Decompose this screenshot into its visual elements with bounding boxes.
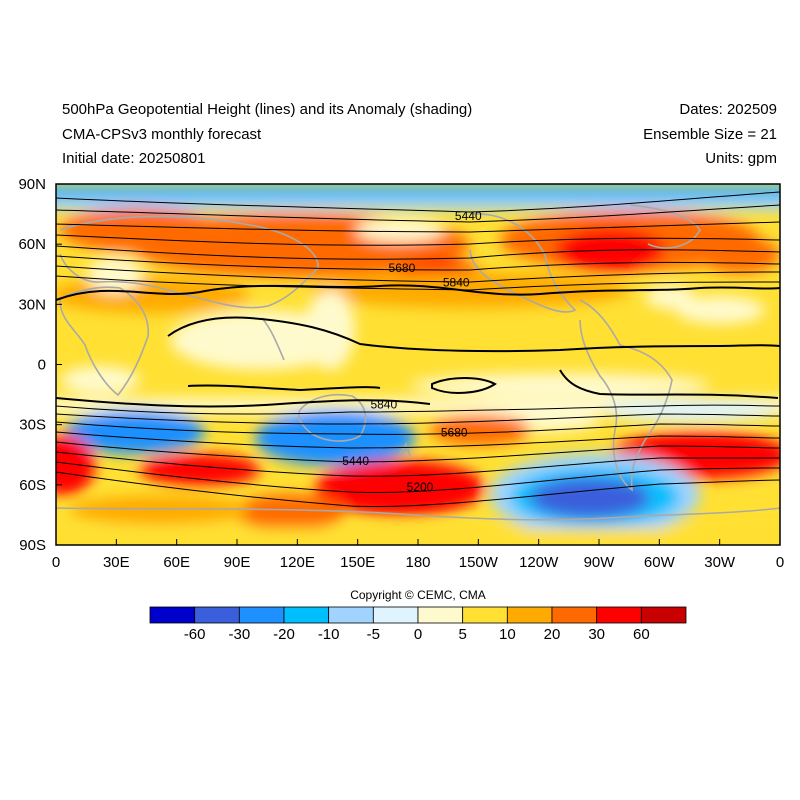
colorbar-swatch (283, 606, 330, 624)
longitude-axis: 0 30E 60E 90E 120E 150E 180 150W 120W 90W 60W 30W 0 (52, 539, 784, 571)
copyright-text: Copyright © CEMC, CMA (350, 588, 486, 602)
contour-label: 5840 (443, 275, 470, 289)
lon-tick-label: 90W (584, 554, 616, 571)
colorbar-label: -60 (183, 626, 206, 643)
contour-label: 5840 (370, 398, 397, 412)
lat-tick-label: 60N (18, 236, 46, 253)
contour-label-group: 5440 5680 5840 5840 5680 5440 5200 (342, 209, 482, 494)
lon-tick-label: 30E (103, 554, 130, 571)
colorbar-label: -30 (228, 626, 251, 643)
forecast-dates: Dates: 202509 (679, 101, 777, 118)
lon-tick-label: 30W (704, 554, 736, 571)
lat-tick-label: 30S (19, 417, 46, 434)
lon-tick-label: 0 (776, 554, 784, 571)
colorbar-swatch (640, 606, 687, 624)
lon-tick-label: 180 (405, 554, 430, 571)
colorbar-label: 10 (498, 626, 516, 643)
contour-label: 5440 (342, 454, 369, 468)
model-name: CMA-CPSv3 monthly forecast (62, 126, 262, 143)
latitude-axis: 90N 60N 30N 0 30S 60S 90S (18, 176, 62, 554)
colorbar-swatch (596, 606, 642, 624)
colorbar-swatch (551, 606, 598, 624)
contour-label: 5680 (441, 426, 468, 440)
colorbar-label: 30 (588, 626, 605, 643)
lon-tick-label: 60W (644, 554, 676, 571)
lat-tick-label: 90N (18, 176, 46, 193)
colorbar-swatch (462, 606, 508, 624)
initial-date: Initial date: 20250801 (62, 150, 206, 167)
ensemble-size: Ensemble Size = 21 (643, 126, 777, 143)
lon-tick-label: 60E (163, 554, 190, 571)
colorbar-swatch (417, 606, 464, 624)
lon-tick-label: 0 (52, 554, 60, 571)
colorbar-label: -20 (273, 626, 295, 643)
lon-tick-label: 90E (224, 554, 251, 571)
colorbar-swatch (194, 606, 240, 624)
map-title: 500hPa Geopotential Height (lines) and i… (62, 101, 473, 118)
colorbar-swatch (506, 606, 553, 624)
lat-tick-label: 30N (18, 296, 46, 313)
height-contours (56, 191, 780, 508)
coastline-layer (56, 204, 780, 521)
units-label: Units: gpm (705, 150, 777, 167)
colorbar-swatch (149, 606, 196, 624)
lat-tick-label: 0 (38, 357, 46, 374)
colorbar (149, 606, 687, 624)
lon-tick-label: 150W (459, 554, 499, 571)
lat-tick-label: 60S (19, 477, 46, 494)
contour-label: 5200 (407, 480, 434, 494)
colorbar-swatch (372, 606, 419, 624)
colorbar-label: 20 (543, 626, 561, 643)
lat-tick-label: 90S (19, 537, 46, 554)
colorbar-label: -5 (366, 626, 380, 643)
colorbar-label: 5 (458, 626, 467, 643)
lon-tick-label: 120W (519, 554, 559, 571)
contour-label: 5680 (389, 261, 416, 275)
colorbar-label: 60 (632, 626, 650, 643)
colorbar-swatch (238, 606, 285, 624)
contour-label: 5440 (455, 209, 482, 223)
lon-tick-label: 150E (340, 554, 375, 571)
lon-tick-label: 120E (280, 554, 315, 571)
colorbar-label: -10 (317, 626, 340, 643)
colorbar-label: 0 (413, 626, 423, 643)
colorbar-swatch (328, 606, 374, 624)
